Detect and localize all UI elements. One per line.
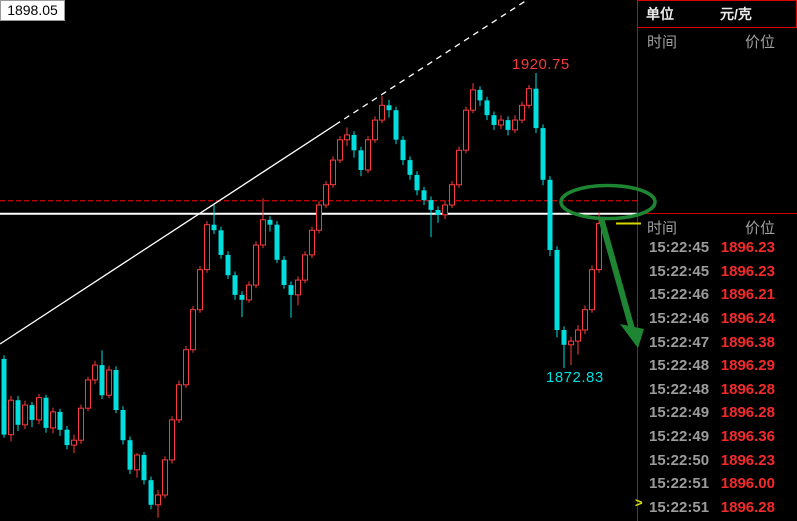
tick-time: 15:22:48 — [649, 380, 710, 398]
tick-time: 15:22:49 — [649, 428, 710, 446]
tick-row[interactable]: 15:22:49 1896.36 — [638, 425, 797, 449]
tick-price: 1896.28 — [720, 380, 775, 398]
tick-price: 1896.28 — [720, 498, 775, 516]
panel-divider — [638, 213, 797, 214]
tick-price: 1896.36 — [720, 428, 775, 446]
tick-row[interactable]: 15:22:48 1896.28 — [638, 378, 797, 402]
tick-price: 1896.23 — [720, 262, 775, 280]
tick-price: 1896.29 — [720, 357, 775, 375]
tick-row[interactable]: 15:22:47 1896.38 — [638, 330, 797, 354]
column-header-top: 时间 价位 — [638, 31, 797, 52]
tick-price: 1896.23 — [720, 451, 775, 469]
tick-price: 1896.00 — [720, 475, 775, 493]
tick-row[interactable]: 15:22:51 1896.28 — [638, 496, 797, 520]
tick-time: 15:22:46 — [649, 286, 710, 304]
time-column-header: 时间 — [647, 34, 678, 51]
tick-price: 1896.28 — [720, 404, 775, 422]
tick-time: 15:22:48 — [649, 357, 710, 375]
tick-price: 1896.38 — [720, 333, 775, 351]
price-column-header: 价位 — [744, 220, 775, 237]
unit-header: 单位 元/克 — [637, 0, 797, 28]
tick-time: 15:22:49 — [649, 404, 710, 422]
tick-row[interactable]: 15:22:50 1896.23 — [638, 448, 797, 472]
tick-price: 1896.21 — [720, 286, 775, 304]
tick-time: 15:22:45 — [649, 262, 710, 280]
current-price-label: 1898.05 — [0, 0, 65, 21]
tick-price: 1896.23 — [720, 239, 775, 257]
unit-label: 单位 — [646, 6, 674, 22]
latest-tick-marker-icon: > — [635, 495, 643, 510]
tick-row[interactable]: 15:22:45 1896.23 — [638, 236, 797, 260]
column-header-ticks: 时间 价位 — [638, 217, 797, 238]
time-column-header: 时间 — [647, 220, 678, 237]
tick-row[interactable]: 15:22:46 1896.21 — [638, 283, 797, 307]
tick-time: 15:22:50 — [649, 451, 710, 469]
quote-panel: 单位 元/克 时间 价位 时间 价位 15:22:45 1896.23 15:22:… — [637, 0, 797, 521]
tick-time: 15:22:51 — [649, 498, 710, 516]
tick-price: 1896.24 — [720, 310, 775, 328]
session-high-label: 1920.75 — [512, 56, 570, 73]
tick-row[interactable]: 15:22:51 1896.00 — [638, 472, 797, 496]
tick-time: 15:22:47 — [649, 333, 710, 351]
session-low-label: 1872.83 — [546, 369, 604, 386]
tick-time: 15:22:45 — [649, 239, 710, 257]
tick-row[interactable]: 15:22:48 1896.29 — [638, 354, 797, 378]
tick-list: 15:22:45 1896.23 15:22:45 1896.23 15:22:46 18… — [638, 236, 797, 519]
unit-value: 元/克 — [720, 6, 752, 22]
tick-row[interactable]: 15:22:49 1896.28 — [638, 401, 797, 425]
tick-row[interactable]: 15:22:45 1896.23 — [638, 260, 797, 284]
tick-row[interactable]: 15:22:46 1896.24 — [638, 307, 797, 331]
tick-time: 15:22:51 — [649, 475, 710, 493]
price-column-header: 价位 — [744, 34, 775, 51]
candlestick-chart-area[interactable] — [0, 0, 637, 521]
tick-time: 15:22:46 — [649, 310, 710, 328]
